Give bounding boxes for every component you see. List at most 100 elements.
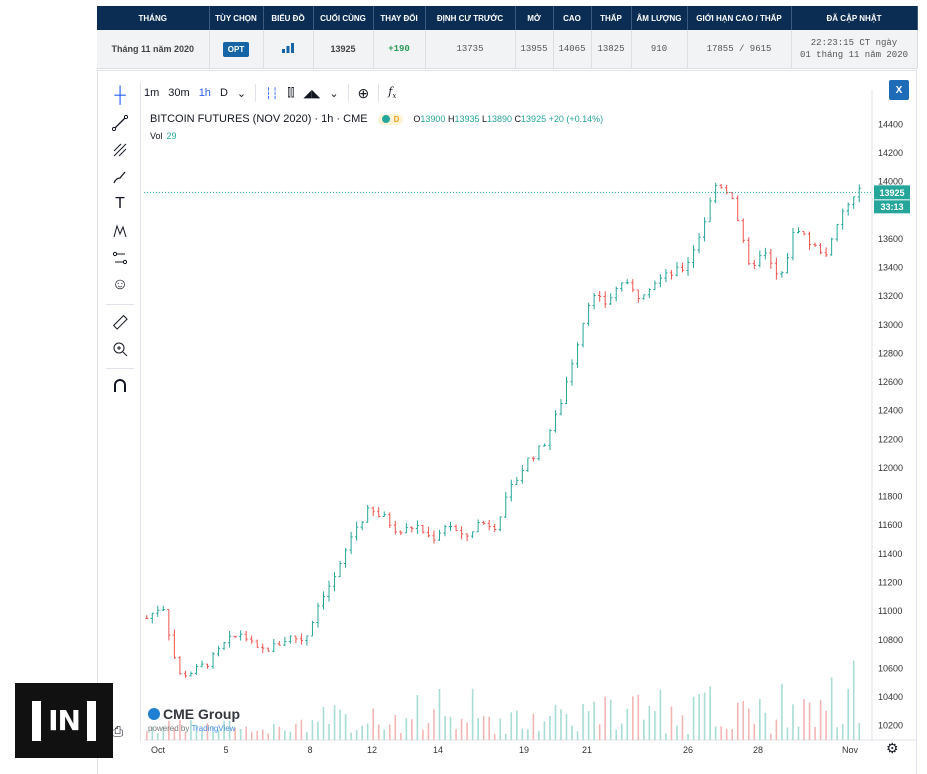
volume-bar [792, 704, 794, 740]
ruler-icon[interactable] [108, 310, 132, 334]
status-badge: D [377, 113, 404, 125]
updated-date: 01 tháng 11 năm 2020 [799, 50, 909, 60]
volume-bar [676, 725, 678, 740]
volume-bar [195, 724, 198, 740]
market-open-icon [381, 115, 390, 123]
y-tick-label: 11000 [878, 606, 902, 616]
emoji-icon[interactable]: ☺ [111, 276, 129, 293]
interval-1m[interactable]: 1m [144, 87, 160, 99]
volume-bar [151, 726, 154, 740]
interval-1h[interactable]: 1h [198, 87, 211, 99]
chart-frame [97, 70, 917, 774]
area-style-icon[interactable]: ◢◣ [303, 87, 321, 100]
volume-legend: Vol 29 [150, 131, 177, 141]
y-tick-label: 14200 [878, 148, 903, 158]
volume-bar [764, 712, 767, 740]
volume-bar [217, 729, 220, 740]
volume-bar [239, 729, 242, 740]
toolbar-divider [106, 368, 134, 369]
y-tick-label: 14400 [878, 119, 903, 129]
y-tick-label: 10200 [878, 721, 903, 731]
text-icon[interactable]: T [115, 195, 125, 212]
volume-bar [781, 683, 783, 740]
volume-bar [852, 660, 855, 740]
volume-bar [267, 733, 270, 740]
add-indicator-icon[interactable]: ⊕ [357, 84, 370, 101]
x-tick-label: 12 [367, 745, 377, 755]
volume-bar [604, 696, 606, 740]
volume-bar [206, 723, 209, 740]
chevron-down-icon[interactable]: ⌄ [236, 87, 247, 100]
volume-bar [687, 733, 689, 740]
crosshair-icon[interactable]: ┼ [114, 87, 126, 104]
volume-bar [786, 727, 789, 740]
last-cell: 13925 [313, 30, 374, 69]
trend-line-icon[interactable] [108, 111, 132, 135]
y-tick-label: 11400 [878, 549, 902, 559]
open-cell: 13955 [515, 30, 554, 69]
globe-icon [148, 708, 160, 720]
x-tick-label: 26 [683, 745, 693, 755]
col-header: CUỐI CÙNG [313, 6, 374, 30]
volume-bar [620, 723, 623, 740]
bar-style-icon[interactable]: ┆┆ [265, 87, 279, 100]
volume-bar [223, 720, 225, 740]
volume-bar [289, 731, 292, 740]
x-tick-label: 5 [223, 745, 228, 755]
zoom-icon[interactable] [108, 337, 132, 361]
volume-bar [554, 704, 557, 740]
month-cell: Tháng 11 năm 2020 [97, 30, 210, 69]
volume-bar [272, 723, 275, 740]
volume-bar [759, 698, 761, 740]
volume-bar [609, 699, 612, 740]
volume-bar [372, 708, 375, 740]
measure-icon[interactable] [108, 246, 132, 270]
volume-bar [516, 710, 518, 740]
pattern-icon[interactable] [108, 219, 132, 243]
y-tick-label: 10400 [878, 692, 903, 702]
volume-bar [471, 688, 474, 740]
opt-button[interactable]: OPT [222, 41, 250, 57]
col-header: CAO [553, 6, 592, 30]
volume-bar [466, 722, 468, 740]
topbar-divider [347, 84, 349, 102]
volume-bar [157, 733, 159, 740]
col-header: MỞ [515, 6, 554, 30]
magnet-icon[interactable] [108, 374, 132, 398]
bar-chart-icon[interactable] [282, 42, 294, 53]
volume-bar [510, 712, 513, 740]
quote-row: Tháng 11 năm 2020 OPT 13925 +190 13735 1… [97, 30, 918, 69]
volume-bar [565, 714, 568, 740]
volume-bar [201, 730, 203, 740]
function-icon[interactable]: fx [388, 85, 397, 101]
volume-bar [333, 705, 336, 740]
brush-icon[interactable] [108, 165, 132, 189]
y-tick-label: 11800 [878, 492, 902, 502]
interval-30m[interactable]: 30m [168, 87, 190, 99]
camera-icon[interactable]: ⎙ [112, 723, 124, 739]
volume-bar [361, 725, 363, 740]
gear-icon[interactable]: ⚙ [886, 740, 899, 756]
volume-bar [527, 729, 529, 740]
col-header: TÙY CHỌN [209, 6, 264, 30]
pitchfork-icon[interactable] [108, 138, 132, 162]
volume-bar [179, 719, 181, 740]
chart-topbar: 1m 30m 1h D ⌄ ┆┆ ⫿⫿ ◢◣ ⌄ ⊕ fx [144, 82, 405, 104]
volume-bar [499, 718, 502, 740]
volume-bar [648, 705, 651, 740]
chevron-down-icon[interactable]: ⌄ [329, 87, 339, 100]
volume-bar [455, 729, 457, 740]
col-header: THAY ĐỔI [373, 6, 426, 30]
volume-bar [698, 693, 700, 740]
volume-bar [808, 702, 811, 740]
x-tick-label: 19 [519, 745, 529, 755]
close-chart-button[interactable]: X [889, 80, 909, 100]
volume-bar [145, 731, 148, 740]
volume-bar [643, 719, 645, 740]
candle-style-icon[interactable]: ⫿⫿ [287, 86, 295, 99]
y-tick-label: 13000 [878, 320, 903, 330]
interval-d[interactable]: D [219, 87, 228, 99]
powered-by[interactable]: powered by TradingView [148, 724, 236, 733]
volume-bar [538, 730, 540, 740]
